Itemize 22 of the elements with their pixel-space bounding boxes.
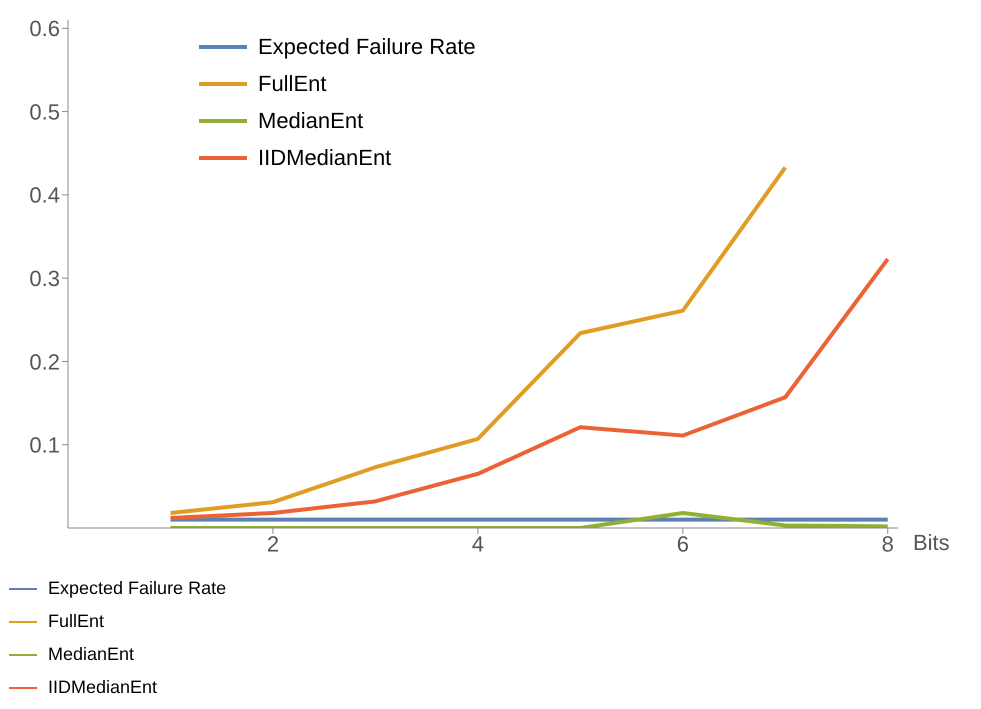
- y-tick-label: 0.2: [29, 349, 60, 374]
- text: FullEnt: [48, 611, 104, 631]
- text: MedianEnt: [258, 108, 364, 132]
- x-tick-label: 4: [472, 532, 484, 557]
- y-tick-label: 0.1: [29, 432, 60, 458]
- line-series: [168, 165, 788, 516]
- y-tick-label: 0.3: [29, 266, 60, 291]
- text: Expected Failure Rate: [258, 34, 476, 58]
- y-tick-label: 0.4: [29, 182, 60, 208]
- legend-label: MedianEnt: [48, 644, 134, 665]
- legend-label: FullEnt: [258, 70, 326, 96]
- y-tick-label: 0.6: [29, 16, 60, 42]
- text: IIDMedianEnt: [48, 677, 158, 697]
- x-tick-label: 2: [266, 532, 280, 557]
- legend-label: IIDMedianEnt: [258, 144, 392, 170]
- line-series: [168, 257, 890, 520]
- x-axis-title: Bits: [913, 530, 950, 555]
- y-tick-label: 0.5: [29, 99, 60, 124]
- legend-label: Expected Failure Rate: [48, 578, 226, 599]
- x-tick-label: 6: [676, 532, 689, 557]
- line-series: [168, 511, 890, 528]
- x-tick-label: 8: [882, 532, 894, 557]
